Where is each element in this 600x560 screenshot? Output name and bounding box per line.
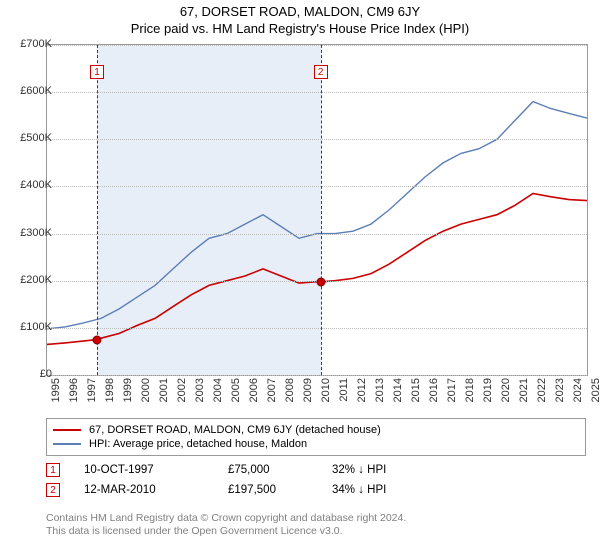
chart-svg	[47, 45, 587, 375]
transaction-guide-line	[321, 45, 322, 375]
gridline	[47, 92, 587, 93]
legend-label: 67, DORSET ROAD, MALDON, CM9 6JY (detach…	[89, 424, 381, 436]
x-axis-label: 2025	[590, 378, 600, 402]
x-axis-label: 2000	[140, 378, 152, 402]
x-axis-label: 2008	[284, 378, 296, 402]
footer-line-1: Contains HM Land Registry data © Crown c…	[46, 512, 586, 525]
footer-line-2: This data is licensed under the Open Gov…	[46, 525, 586, 538]
gridline	[47, 139, 587, 140]
x-axis-label: 2011	[338, 378, 350, 402]
legend-row: 67, DORSET ROAD, MALDON, CM9 6JY (detach…	[53, 423, 579, 437]
x-axis-label: 2020	[500, 378, 512, 402]
gridline	[47, 328, 587, 329]
x-axis-label: 2004	[212, 378, 224, 402]
transaction-row-marker: 1	[46, 463, 60, 477]
transaction-price: £197,500	[228, 484, 308, 496]
x-axis-label: 2013	[374, 378, 386, 402]
x-axis-label: 2018	[464, 378, 476, 402]
x-axis-label: 2016	[428, 378, 440, 402]
transaction-row: 2 12-MAR-2010 £197,500 34% ↓ HPI	[46, 480, 586, 500]
y-axis-label: £200K	[8, 274, 52, 286]
x-axis-label: 1997	[86, 378, 98, 402]
x-axis-label: 2012	[356, 378, 368, 402]
transaction-marker: 1	[90, 65, 104, 79]
transaction-point	[93, 335, 102, 344]
transaction-date: 10-OCT-1997	[84, 464, 204, 476]
y-axis-label: £400K	[8, 179, 52, 191]
transaction-row-marker: 2	[46, 483, 60, 497]
transaction-point	[316, 277, 325, 286]
x-axis-label: 1995	[50, 378, 62, 402]
x-axis-label: 2010	[320, 378, 332, 402]
x-axis-label: 2019	[482, 378, 494, 402]
x-axis-label: 2023	[554, 378, 566, 402]
legend-row: HPI: Average price, detached house, Mald…	[53, 437, 579, 451]
x-axis-label: 2009	[302, 378, 314, 402]
x-axis-label: 1998	[104, 378, 116, 402]
x-axis-label: 1999	[122, 378, 134, 402]
gridline	[47, 375, 587, 376]
gridline	[47, 45, 587, 46]
x-axis-label: 1996	[68, 378, 80, 402]
gridline	[47, 234, 587, 235]
y-axis-label: £600K	[8, 85, 52, 97]
x-axis-label: 2006	[248, 378, 260, 402]
chart-subtitle: Price paid vs. HM Land Registry's House …	[0, 19, 600, 38]
chart-title: 67, DORSET ROAD, MALDON, CM9 6JY	[0, 0, 600, 19]
transaction-diff: 32% ↓ HPI	[332, 464, 452, 476]
transaction-price: £75,000	[228, 464, 308, 476]
transaction-marker: 2	[314, 65, 328, 79]
x-axis-label: 2005	[230, 378, 242, 402]
x-axis-label: 2015	[410, 378, 422, 402]
legend-box: 67, DORSET ROAD, MALDON, CM9 6JY (detach…	[46, 418, 586, 456]
y-axis-label: £0	[8, 368, 52, 380]
series-line-hpi	[47, 102, 587, 329]
transaction-diff: 34% ↓ HPI	[332, 484, 452, 496]
legend-label: HPI: Average price, detached house, Mald…	[89, 438, 307, 450]
x-axis-label: 2017	[446, 378, 458, 402]
legend-swatch	[53, 429, 81, 431]
x-axis-label: 2007	[266, 378, 278, 402]
y-axis-label: £300K	[8, 227, 52, 239]
transaction-date: 12-MAR-2010	[84, 484, 204, 496]
transaction-row: 1 10-OCT-1997 £75,000 32% ↓ HPI	[46, 460, 586, 480]
chart-container: 67, DORSET ROAD, MALDON, CM9 6JY Price p…	[0, 0, 600, 560]
legend-swatch	[53, 443, 81, 445]
transaction-guide-line	[97, 45, 98, 375]
x-axis-label: 2022	[536, 378, 548, 402]
y-axis-label: £500K	[8, 132, 52, 144]
gridline	[47, 186, 587, 187]
y-axis-label: £100K	[8, 321, 52, 333]
transaction-table: 1 10-OCT-1997 £75,000 32% ↓ HPI 2 12-MAR-2010…	[46, 460, 586, 500]
y-axis-label: £700K	[8, 38, 52, 50]
x-axis-label: 2001	[158, 378, 170, 402]
x-axis-label: 2021	[518, 378, 530, 402]
footer-attribution: Contains HM Land Registry data © Crown c…	[46, 512, 586, 538]
x-axis-label: 2024	[572, 378, 584, 402]
plot-area: 12	[46, 44, 588, 376]
series-line-property	[47, 194, 587, 345]
x-axis-label: 2014	[392, 378, 404, 402]
x-axis-label: 2002	[176, 378, 188, 402]
x-axis-label: 2003	[194, 378, 206, 402]
